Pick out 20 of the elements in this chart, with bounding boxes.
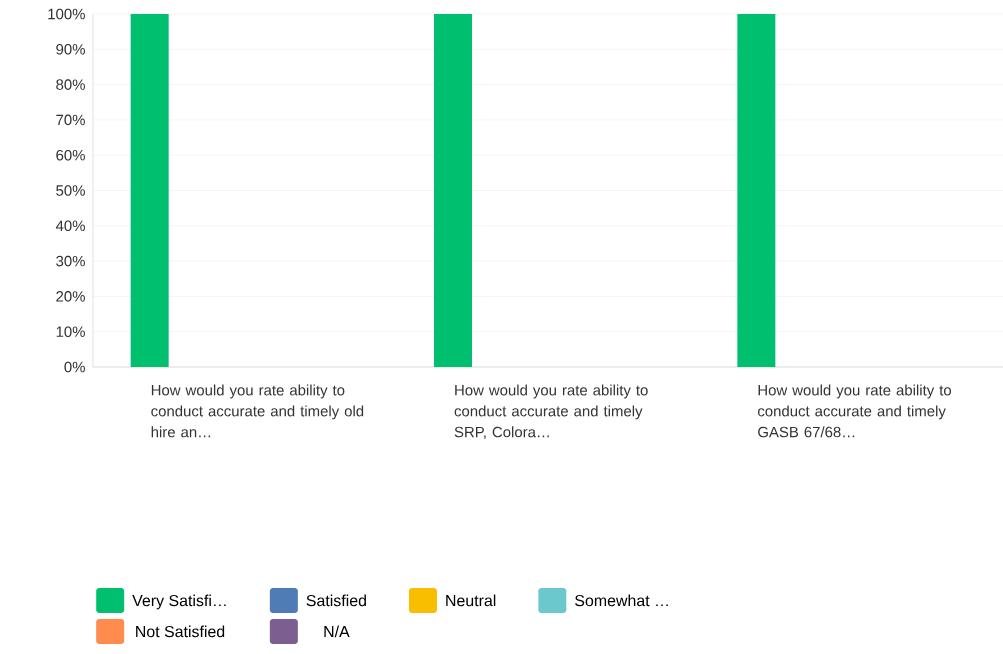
legend-label: Very Satisfi… [132, 594, 226, 610]
x-tick-label: How would you rate ability to conduct accurate and timely old hire an… [151, 384, 364, 438]
legend-label: Somewhat … [575, 594, 668, 607]
y-tick-label: 20% [56, 291, 85, 302]
y-tick-label: 40% [55, 220, 85, 232]
y-tick-label: 80% [56, 79, 85, 90]
legend-label: Not Satisfied [136, 625, 225, 638]
y-tick-label: 100% [48, 8, 85, 20]
y-tick-label: 60% [56, 149, 85, 161]
x-tick-label: How would you rate ability to conduct accurate and timely GASB 67/68… [757, 384, 952, 438]
y-tick-label: 10% [56, 326, 85, 337]
legend-label: Neutral [446, 594, 496, 607]
y-tick-label: 0% [64, 361, 85, 373]
y-tick-label: 90% [56, 44, 85, 55]
y-tick-label: 30% [56, 255, 85, 267]
legend-label: N/A [324, 625, 350, 638]
y-tick-label: 50% [56, 185, 85, 196]
legend-label: Satisfied [306, 594, 366, 607]
x-tick-label: How would you rate ability to conduct accurate and timely SRP, Colora… [454, 384, 648, 440]
y-tick-label: 70% [56, 114, 85, 126]
